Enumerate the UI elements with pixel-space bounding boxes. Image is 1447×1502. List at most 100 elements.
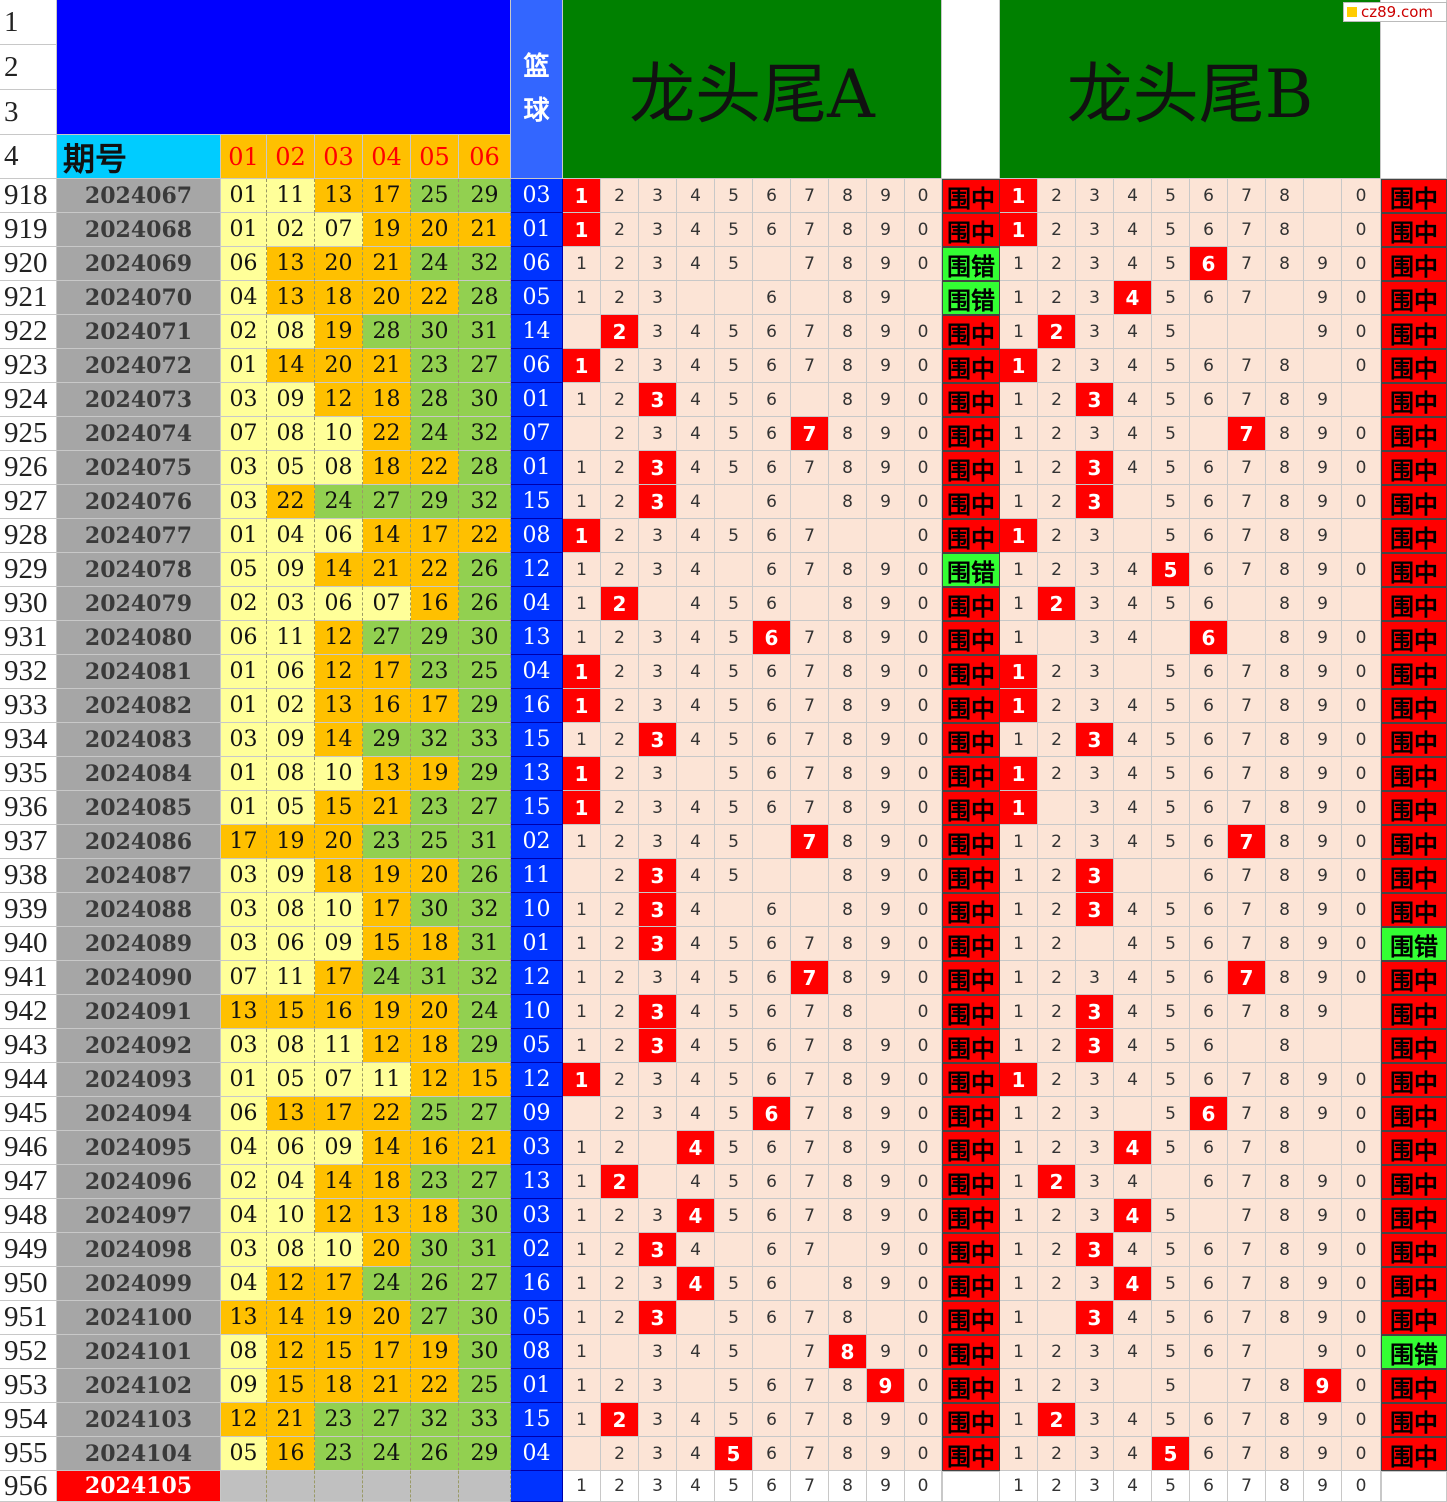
red-ball-cell[interactable]: 03 (221, 485, 267, 519)
section-b-digit[interactable]: 2 (1038, 1131, 1076, 1165)
section-b-digit[interactable] (1266, 315, 1304, 349)
red-ball-cell[interactable]: 06 (315, 587, 363, 621)
section-a-digit[interactable]: 7 (791, 961, 829, 995)
section-b-digit[interactable]: 2 (1038, 281, 1076, 315)
section-a-digit[interactable]: 8 (829, 1165, 867, 1199)
section-b-digit[interactable]: 6 (1190, 553, 1228, 587)
section-a-digit[interactable] (753, 1335, 791, 1369)
red-ball-cell[interactable]: 24 (315, 485, 363, 519)
section-b-digit[interactable]: 8 (1266, 383, 1304, 417)
section-b-digit[interactable]: 3 (1076, 179, 1114, 213)
red-ball-cell[interactable]: 12 (363, 1029, 411, 1063)
section-b-digit[interactable]: 8 (1266, 1097, 1304, 1131)
section-a-digit[interactable]: 9 (867, 1471, 905, 1502)
section-a-digit[interactable]: 9 (867, 621, 905, 655)
period-cell[interactable]: 2024100 (57, 1301, 221, 1335)
section-b-digit[interactable]: 6 (1190, 213, 1228, 247)
red-ball-cell[interactable]: 01 (221, 757, 267, 791)
section-b-result-badge[interactable]: 围中 (1381, 349, 1447, 383)
section-b-digit[interactable]: 8 (1266, 689, 1304, 723)
period-cell[interactable]: 2024087 (57, 859, 221, 893)
section-b-digit[interactable]: 4 (1114, 1233, 1152, 1267)
section-a-result-badge[interactable]: 围中 (942, 995, 1000, 1029)
section-a-result-badge[interactable]: 围错 (942, 281, 1000, 315)
section-a-digit[interactable]: 9 (867, 213, 905, 247)
section-a-digit[interactable]: 2 (601, 213, 639, 247)
section-b-digit[interactable]: 9 (1304, 995, 1342, 1029)
red-ball-cell[interactable]: 17 (315, 961, 363, 995)
section-b-digit[interactable]: 7 (1228, 689, 1266, 723)
section-a-digit[interactable]: 2 (601, 655, 639, 689)
section-a-digit[interactable]: 9 (867, 417, 905, 451)
section-a-digit[interactable]: 3 (639, 247, 677, 281)
red-ball-cell[interactable]: 16 (411, 587, 459, 621)
period-cell[interactable]: 2024072 (57, 349, 221, 383)
section-b-digit[interactable]: 5 (1152, 1063, 1190, 1097)
section-b-result-badge[interactable]: 围中 (1381, 281, 1447, 315)
section-a-digit[interactable]: 2 (601, 417, 639, 451)
section-a-digit[interactable]: 3 (639, 553, 677, 587)
section-b-digit[interactable]: 0 (1342, 1199, 1381, 1233)
section-b-digit[interactable]: 4 (1114, 383, 1152, 417)
period-cell[interactable]: 2024096 (57, 1165, 221, 1199)
section-b-digit[interactable]: 7 (1228, 1403, 1266, 1437)
section-b-digit[interactable]: 9 (1304, 1199, 1342, 1233)
section-a-digit[interactable]: 9 (867, 791, 905, 825)
section-a-digit[interactable]: 8 (829, 587, 867, 621)
section-a-digit[interactable]: 3 (639, 485, 677, 519)
red-ball-cell[interactable]: 08 (267, 1029, 315, 1063)
section-a-digit[interactable]: 4 (677, 859, 715, 893)
section-b-digit[interactable]: 5 (1152, 315, 1190, 349)
section-b-digit[interactable]: 3 (1076, 723, 1114, 757)
section-b-digit[interactable]: 7 (1228, 757, 1266, 791)
section-b-digit[interactable]: 2 (1038, 1437, 1076, 1471)
section-a-digit[interactable] (867, 995, 905, 1029)
section-b-digit[interactable]: 1 (1000, 723, 1038, 757)
section-b-digit[interactable] (1190, 1199, 1228, 1233)
section-b-digit[interactable]: 7 (1228, 1131, 1266, 1165)
section-b-digit[interactable]: 1 (1000, 689, 1038, 723)
section-a-digit[interactable]: 0 (905, 1029, 942, 1063)
period-cell[interactable]: 2024104 (57, 1437, 221, 1471)
section-b-digit[interactable]: 9 (1304, 1437, 1342, 1471)
section-a-digit[interactable]: 0 (905, 587, 942, 621)
section-a-digit[interactable]: 9 (867, 451, 905, 485)
section-b-digit[interactable] (1152, 1165, 1190, 1199)
section-b-digit[interactable]: 0 (1342, 791, 1381, 825)
section-b-digit[interactable]: 9 (1304, 689, 1342, 723)
section-b-digit[interactable]: 4 (1114, 825, 1152, 859)
section-b-digit[interactable]: 6 (1190, 1471, 1228, 1502)
section-a-digit[interactable] (715, 281, 753, 315)
section-b-digit[interactable]: 2 (1038, 927, 1076, 961)
section-b-digit[interactable]: 0 (1342, 553, 1381, 587)
section-a-digit[interactable]: 6 (753, 553, 791, 587)
section-b-digit[interactable]: 2 (1038, 1029, 1076, 1063)
section-a-digit[interactable]: 7 (791, 349, 829, 383)
section-a-digit[interactable]: 3 (639, 383, 677, 417)
section-a-digit[interactable]: 5 (715, 315, 753, 349)
section-b-digit[interactable]: 4 (1114, 213, 1152, 247)
section-a-digit[interactable]: 9 (867, 961, 905, 995)
row-header[interactable]: 956 (0, 1471, 57, 1502)
red-ball-cell[interactable]: 19 (267, 825, 315, 859)
section-b-result-badge[interactable]: 围中 (1381, 1267, 1447, 1301)
section-b-digit[interactable]: 2 (1038, 1097, 1076, 1131)
section-a-digit[interactable]: 0 (905, 1131, 942, 1165)
section-a-digit[interactable]: 8 (829, 927, 867, 961)
section-a-digit[interactable]: 3 (639, 825, 677, 859)
section-b-digit[interactable]: 7 (1228, 825, 1266, 859)
section-b-digit[interactable]: 0 (1342, 1403, 1381, 1437)
section-b-digit[interactable]: 4 (1114, 417, 1152, 451)
section-a-digit[interactable]: 7 (791, 1437, 829, 1471)
section-a-digit[interactable]: 1 (563, 1063, 601, 1097)
red-ball-cell[interactable]: 30 (411, 315, 459, 349)
section-a-digit[interactable]: 3 (639, 1029, 677, 1063)
section-b-digit[interactable] (1304, 1131, 1342, 1165)
section-a-digit[interactable]: 1 (563, 1335, 601, 1369)
red-ball-cell[interactable]: 18 (411, 1029, 459, 1063)
section-b-digit[interactable]: 7 (1228, 1437, 1266, 1471)
section-b-digit[interactable] (1342, 1029, 1381, 1063)
blue-ball-cell[interactable]: 01 (511, 383, 563, 417)
red-ball-cell[interactable]: 29 (459, 179, 511, 213)
section-b-digit[interactable]: 7 (1228, 1335, 1266, 1369)
